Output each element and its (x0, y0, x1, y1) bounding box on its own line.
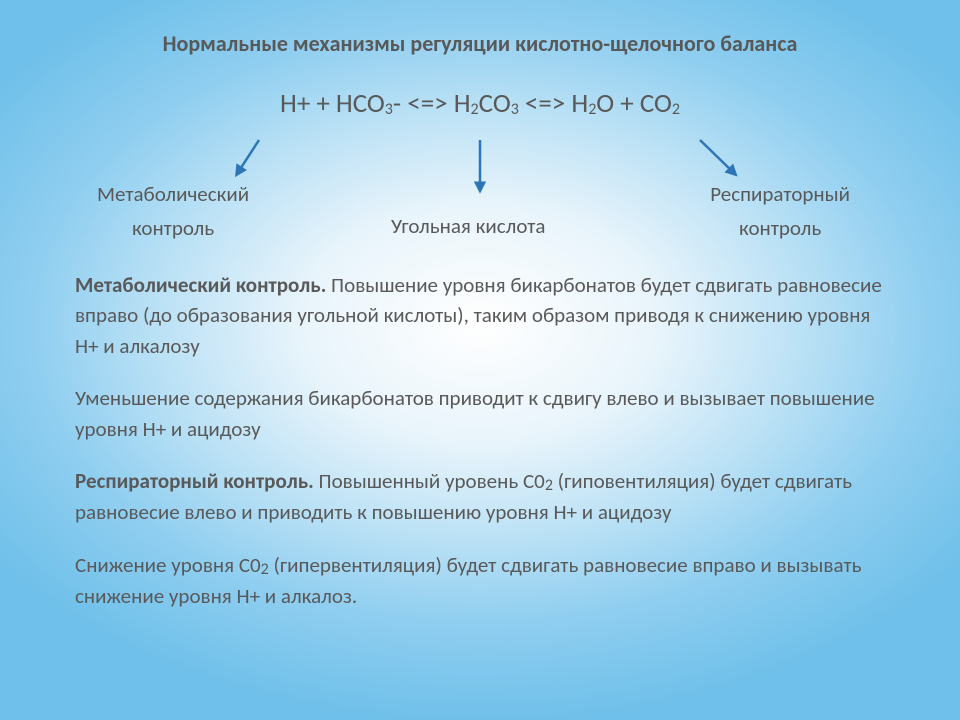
paragraph-metabolic-2: Уменьшение содержания бикарбонатов приво… (75, 383, 885, 444)
label-respiratory: Респираторный контроль (710, 178, 850, 245)
eq-part: H+ + HCO (280, 87, 385, 120)
eq-sub: 2 (672, 100, 680, 119)
slide-title: Нормальные механизмы регуляции кислотно-… (75, 30, 885, 57)
eq-part: CO (479, 87, 511, 120)
paragraph-respiratory: Респираторный контроль. Повышенный урове… (75, 466, 885, 528)
label-carbonic-acid: Угольная кислота (391, 210, 545, 244)
eq-part: O + CO (596, 87, 672, 120)
label-text: Угольная кислота (391, 213, 545, 239)
label-text: контроль (739, 215, 821, 241)
chemical-equation: H+ + HCO3- <=> H2CO3 <=> H2O + CO2 (75, 87, 885, 120)
para-text: Повышенный уровень С0 (314, 468, 545, 494)
para-text: Уменьшение содержания бикарбонатов приво… (75, 385, 875, 441)
label-metabolic: Метаболический контроль (97, 178, 249, 245)
eq-part: - <=> H (393, 87, 471, 120)
label-row: Метаболический контроль Угольная кислота… (75, 178, 885, 248)
label-text: Респираторный (710, 181, 850, 207)
para-sub: 2 (261, 560, 269, 579)
eq-part: <=> H (519, 87, 588, 120)
para-sub: 2 (545, 476, 553, 495)
label-text: Метаболический (97, 181, 249, 207)
label-text: контроль (132, 215, 214, 241)
arrow-left-icon (227, 130, 269, 184)
slide: Нормальные механизмы регуляции кислотно-… (0, 0, 960, 720)
para-bold: Метаболический контроль. (75, 272, 326, 298)
eq-sub: 3 (385, 100, 393, 119)
paragraph-metabolic: Метаболический контроль. Повышение уровн… (75, 270, 885, 361)
paragraph-respiratory-2: Снижение уровня С02 (гипервентиляция) бу… (75, 550, 885, 612)
para-bold: Респираторный контроль. (75, 468, 314, 494)
para-text: Снижение уровня С0 (75, 552, 261, 578)
eq-sub: 2 (471, 100, 479, 119)
arrow-row (75, 128, 885, 178)
arrow-right-icon (690, 130, 745, 184)
eq-sub: 3 (511, 100, 519, 119)
